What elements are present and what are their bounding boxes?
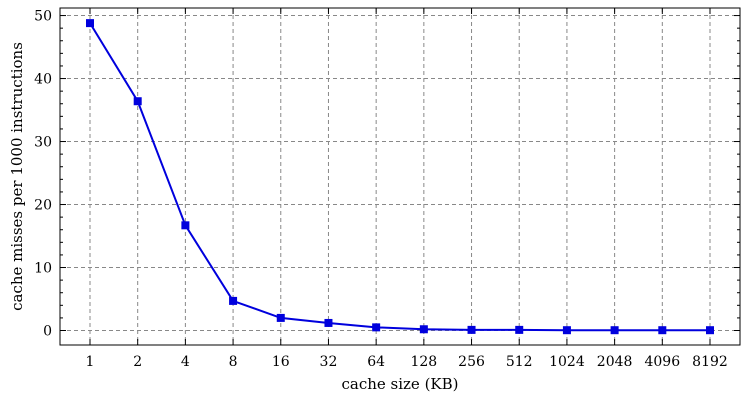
y-ticks: 0 10 20 30 40 50 bbox=[34, 9, 740, 340]
data-point bbox=[562, 326, 571, 335]
x-tick-label: 512 bbox=[506, 354, 533, 370]
data-point bbox=[133, 97, 142, 106]
x-ticks: 1 2 4 8 16 32 64 128 256 512 1024 2048 4096 8192 bbox=[86, 8, 728, 370]
x-tick-label: 4096 bbox=[644, 354, 680, 370]
data-point bbox=[658, 326, 667, 335]
x-tick-label: 256 bbox=[458, 354, 485, 370]
grid bbox=[60, 8, 740, 345]
x-tick-label: 8 bbox=[229, 354, 238, 370]
y-tick-label: 30 bbox=[34, 135, 52, 151]
x-tick-label: 2 bbox=[133, 354, 142, 370]
plot-frame bbox=[59, 7, 741, 346]
y-tick-label: 10 bbox=[34, 261, 52, 277]
data-point bbox=[515, 325, 524, 334]
data-point bbox=[610, 326, 619, 335]
data-point bbox=[467, 325, 476, 334]
x-tick-label: 1024 bbox=[549, 354, 585, 370]
series-line bbox=[89, 22, 710, 332]
x-axis-label: cache size (KB) bbox=[341, 375, 458, 393]
x-tick-label: 16 bbox=[272, 354, 290, 370]
data-point bbox=[276, 313, 285, 322]
x-tick-label: 1 bbox=[86, 354, 95, 370]
data-point bbox=[419, 325, 428, 334]
x-tick-label: 4 bbox=[181, 354, 190, 370]
y-tick-label: 50 bbox=[34, 9, 52, 25]
data-point bbox=[86, 19, 94, 28]
x-tick-label: 8192 bbox=[692, 354, 728, 370]
data-point bbox=[706, 326, 714, 335]
series bbox=[86, 19, 714, 335]
y-tick-label: 20 bbox=[34, 198, 52, 214]
x-tick-label: 64 bbox=[367, 354, 385, 370]
x-tick-label: 32 bbox=[320, 354, 338, 370]
data-point bbox=[324, 318, 333, 327]
y-tick-label: 40 bbox=[34, 72, 52, 88]
y-axis-label: cache misses per 1000 instructions bbox=[8, 42, 26, 311]
data-point bbox=[229, 296, 238, 305]
y-tick-label: 0 bbox=[43, 324, 52, 340]
x-tick-label: 128 bbox=[410, 354, 437, 370]
x-tick-label: 2048 bbox=[597, 354, 633, 370]
data-point bbox=[181, 221, 190, 230]
data-point bbox=[372, 323, 381, 332]
